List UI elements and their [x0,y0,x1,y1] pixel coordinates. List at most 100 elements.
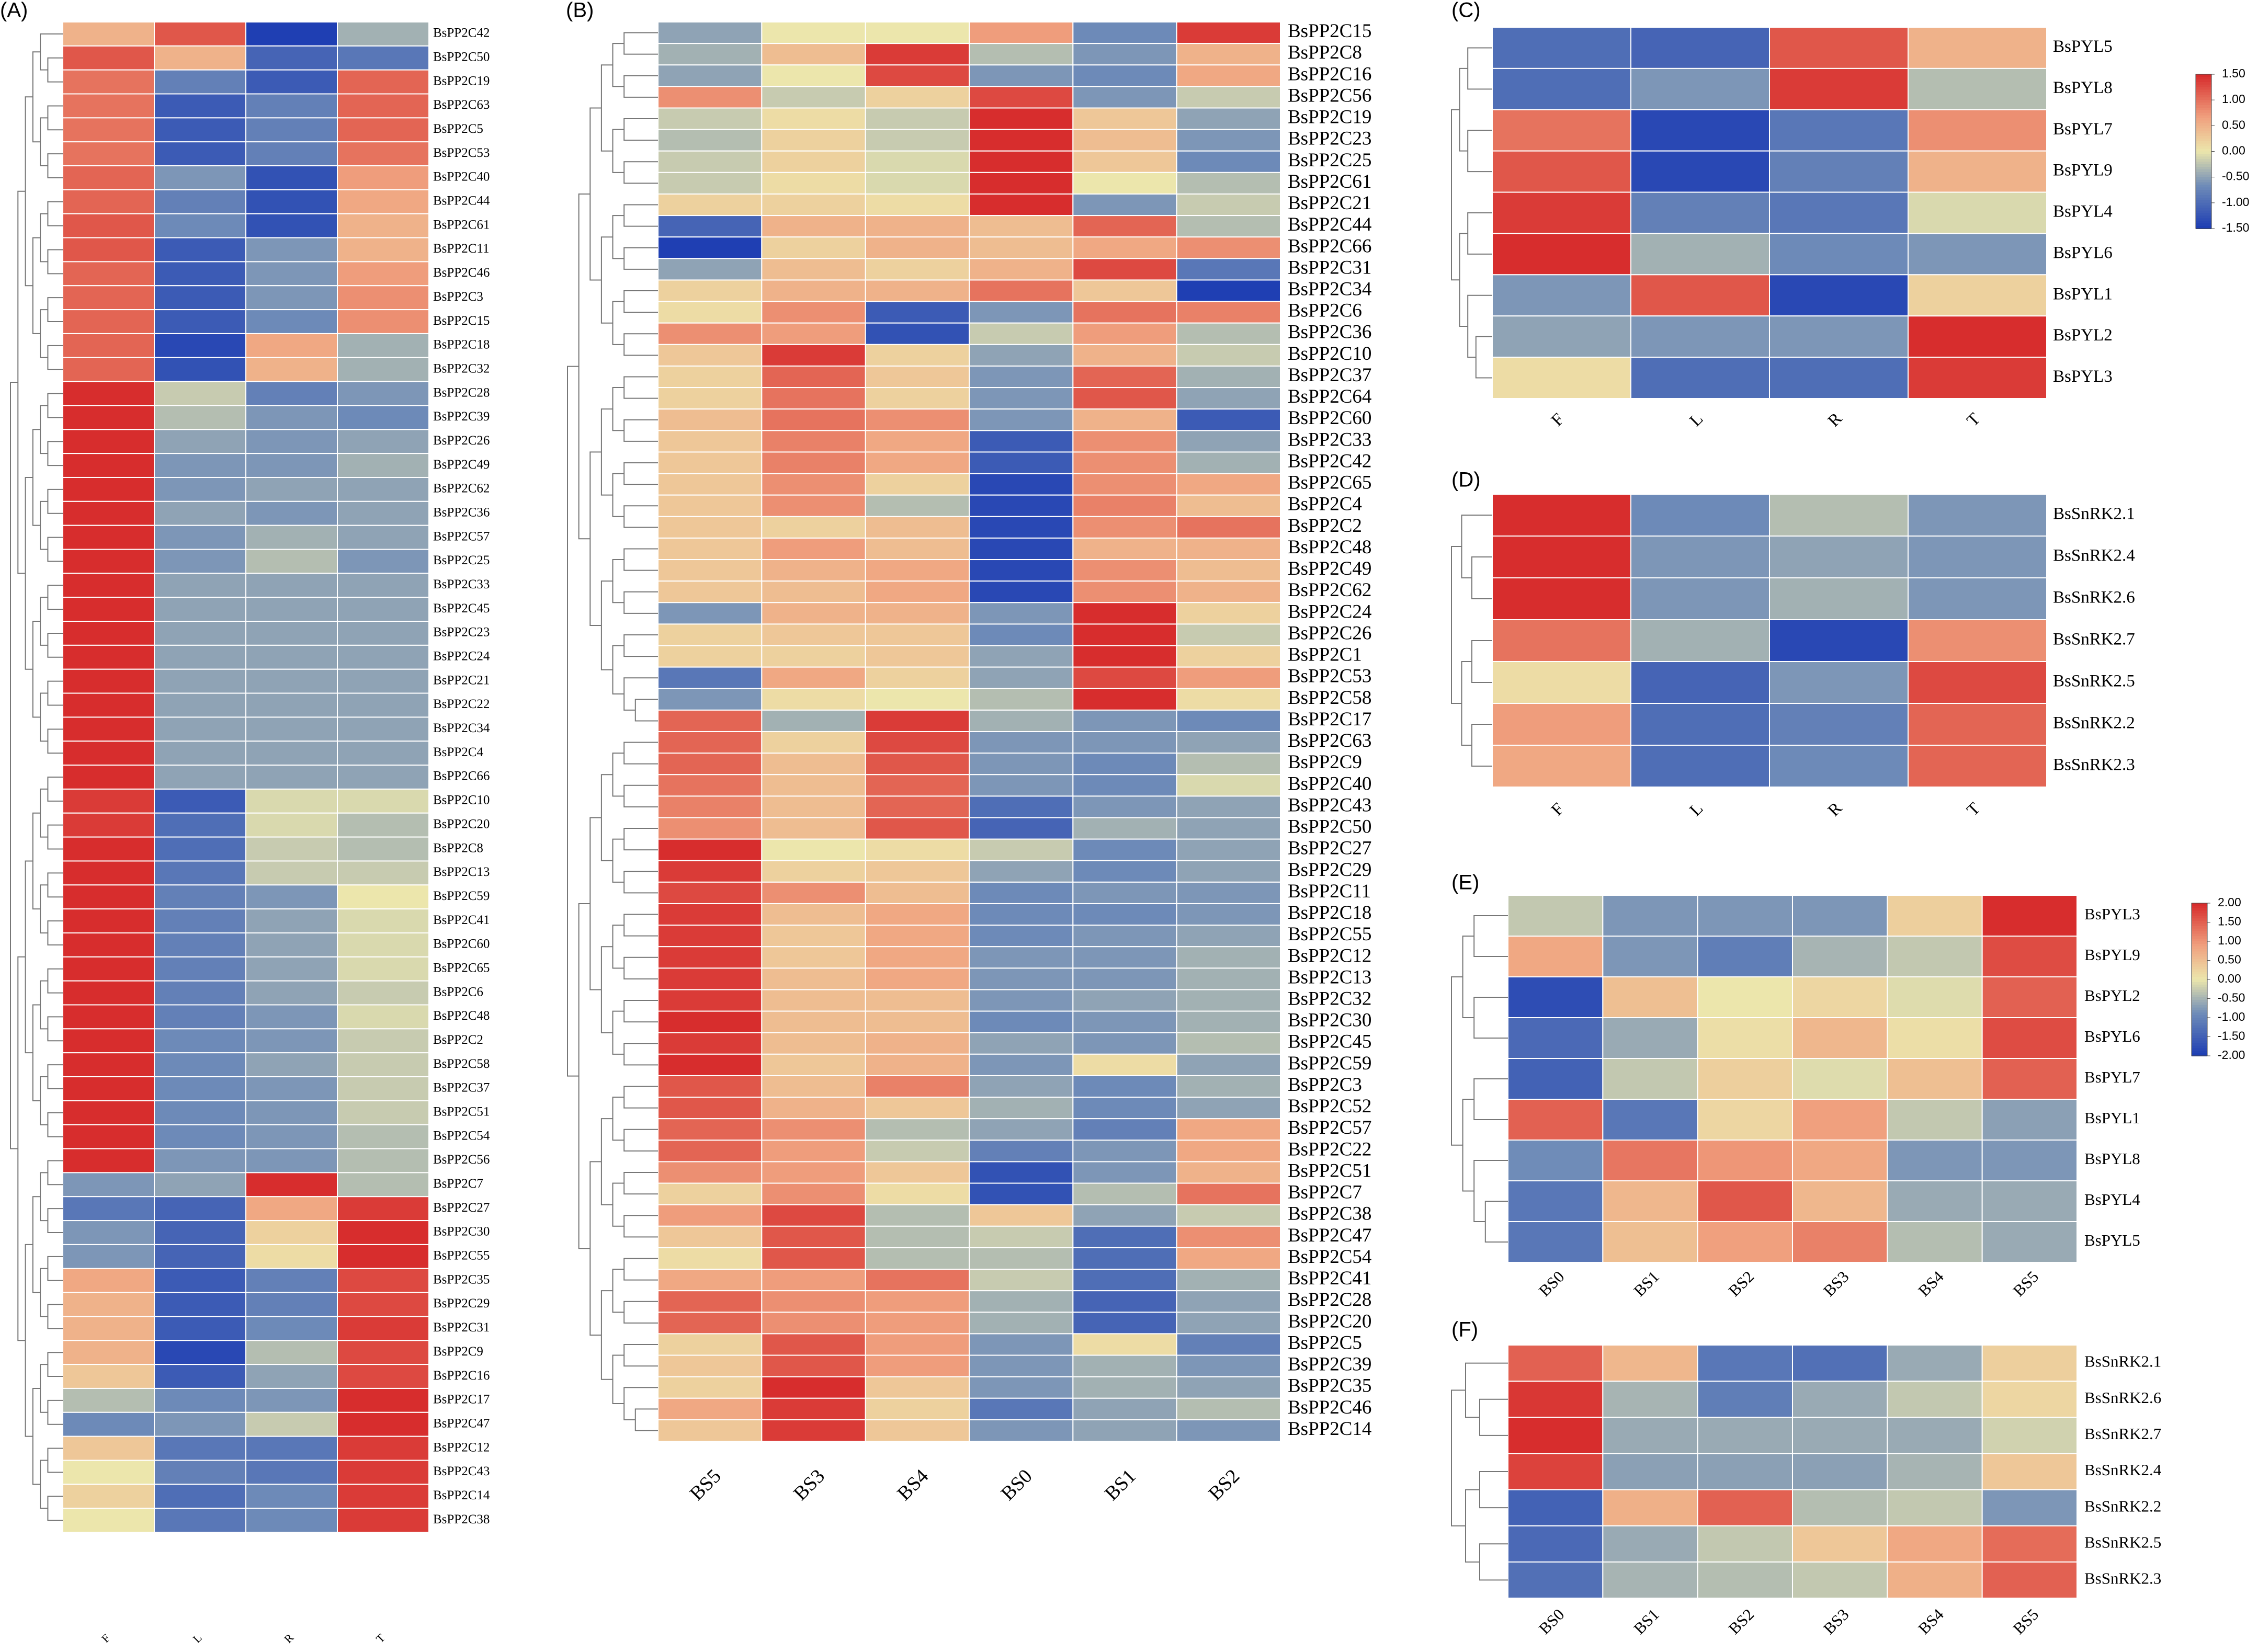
heatmap-cell [657,516,763,539]
heatmap-cell [761,1290,866,1313]
row-label: BsPYL5 [2053,37,2113,56]
panel-d-dendrogram-branch [1451,546,1462,704]
heatmap-cell [62,1268,155,1293]
heatmap-cell [865,1053,970,1076]
column-label: BS0 [1535,1267,1568,1300]
row-label: BsPP2C61 [433,218,490,232]
heatmap-cell [1769,619,1909,662]
panel-label-a: (A) [0,0,28,22]
heatmap-cell [337,716,429,742]
heatmap-cell [761,580,866,603]
heatmap-cell [761,688,866,711]
heatmap-cell [657,215,763,238]
heatmap-cell [154,500,246,526]
heatmap-cell [245,285,338,311]
heatmap-cell [337,1292,429,1317]
heatmap-cell [865,86,970,109]
heatmap-cell [1072,1225,1177,1248]
legend-gradient-step [2196,202,2211,206]
heatmap-cell [1887,1417,1983,1454]
heatmap-cell [1176,279,1281,302]
legend-gradient-step [2196,169,2211,173]
heatmap-cell [865,1354,970,1377]
legend-gradient-step [2192,997,2207,1000]
heatmap-cell [865,1118,970,1141]
heatmap-cell [969,301,1074,324]
row-label: BsPYL5 [2084,1231,2140,1249]
heatmap-cell [62,932,155,958]
heatmap-cell [154,309,246,334]
row-label: BsPP2C64 [1288,386,1371,407]
heatmap-cell [1602,1140,1698,1181]
heatmap-cell [1908,494,2047,537]
heatmap-cell [657,989,763,1012]
heatmap-cell [1908,315,2047,358]
row-label: BsPP2C23 [1288,128,1371,150]
heatmap-cell [1176,580,1281,603]
heatmap-cell [969,838,1074,861]
heatmap-cell [657,408,763,431]
row-label: BsPP2C20 [1288,1311,1371,1332]
row-label: BsPP2C13 [433,865,490,879]
row-label: BsPP2C45 [1288,1031,1371,1053]
heatmap-cell [62,908,155,933]
heatmap-cell [1176,1053,1281,1076]
heatmap-cell [1630,536,1770,578]
row-label: BsPP2C35 [433,1272,490,1286]
row-label: BsSnRK2.5 [2084,1533,2161,1551]
row-label: BsPP2C25 [1288,150,1371,171]
heatmap-cell [337,692,429,718]
heatmap-cell [1602,1180,1698,1222]
row-label: BsPP2C14 [433,1488,490,1502]
legend-gradient-step [2196,133,2211,136]
heatmap-cell [245,668,338,694]
row-label: BsPP2C66 [1288,235,1371,257]
legend-gradient-step [2196,141,2211,144]
row-label: BsSnRK2.7 [2053,630,2135,649]
heatmap-cell [1908,27,2047,69]
heatmap-cell [1176,129,1281,152]
heatmap-cell [1072,1333,1177,1356]
heatmap-cell [337,453,429,478]
heatmap-cell [657,1312,763,1335]
heatmap-cell [1176,817,1281,840]
heatmap-cell [865,1290,970,1313]
heatmap-cell [865,537,970,561]
heatmap-cell [62,860,155,886]
panel-b-dendrogram-branch [623,1086,658,1109]
heatmap-cell [1697,1221,1794,1263]
heatmap-cell [865,64,970,87]
heatmap-cell [62,836,155,862]
heatmap-cell [154,1172,246,1198]
heatmap-cell [1176,107,1281,130]
row-label: BsPP2C43 [1288,794,1371,816]
heatmap-cell [1072,322,1177,345]
heatmap-cell [969,1010,1074,1033]
heatmap-cell [62,141,155,167]
heatmap-cell [154,261,246,287]
panel-a-dendrogram-branch [47,680,63,706]
heatmap-cell [657,623,763,646]
legend-gradient-step [2192,974,2207,978]
heatmap-cell [761,1118,866,1141]
heatmap-cell [337,117,429,143]
heatmap-cell [1887,1525,1983,1563]
heatmap-cell [1176,946,1281,969]
column-label: BS2 [1725,1605,1758,1638]
heatmap-cell [1176,795,1281,818]
heatmap-cell [245,812,338,838]
panel-b-dendrogram-branch [623,677,658,711]
heatmap-cell [1697,1417,1794,1454]
panel-a-dendrogram-branch [47,1208,63,1233]
legend-gradient-step [2192,1048,2207,1052]
heatmap-cell [657,64,763,87]
heatmap-cell [1792,1417,1888,1454]
heatmap-cell [865,860,970,883]
column-label: BS3 [1820,1267,1853,1300]
heatmap-cell [657,1376,763,1399]
heatmap-cell [1507,1489,1604,1526]
heatmap-cell [865,666,970,689]
legend-gradient-step [2196,205,2211,209]
row-label: BsPP2C29 [433,1296,490,1311]
heatmap-cell [657,236,763,259]
